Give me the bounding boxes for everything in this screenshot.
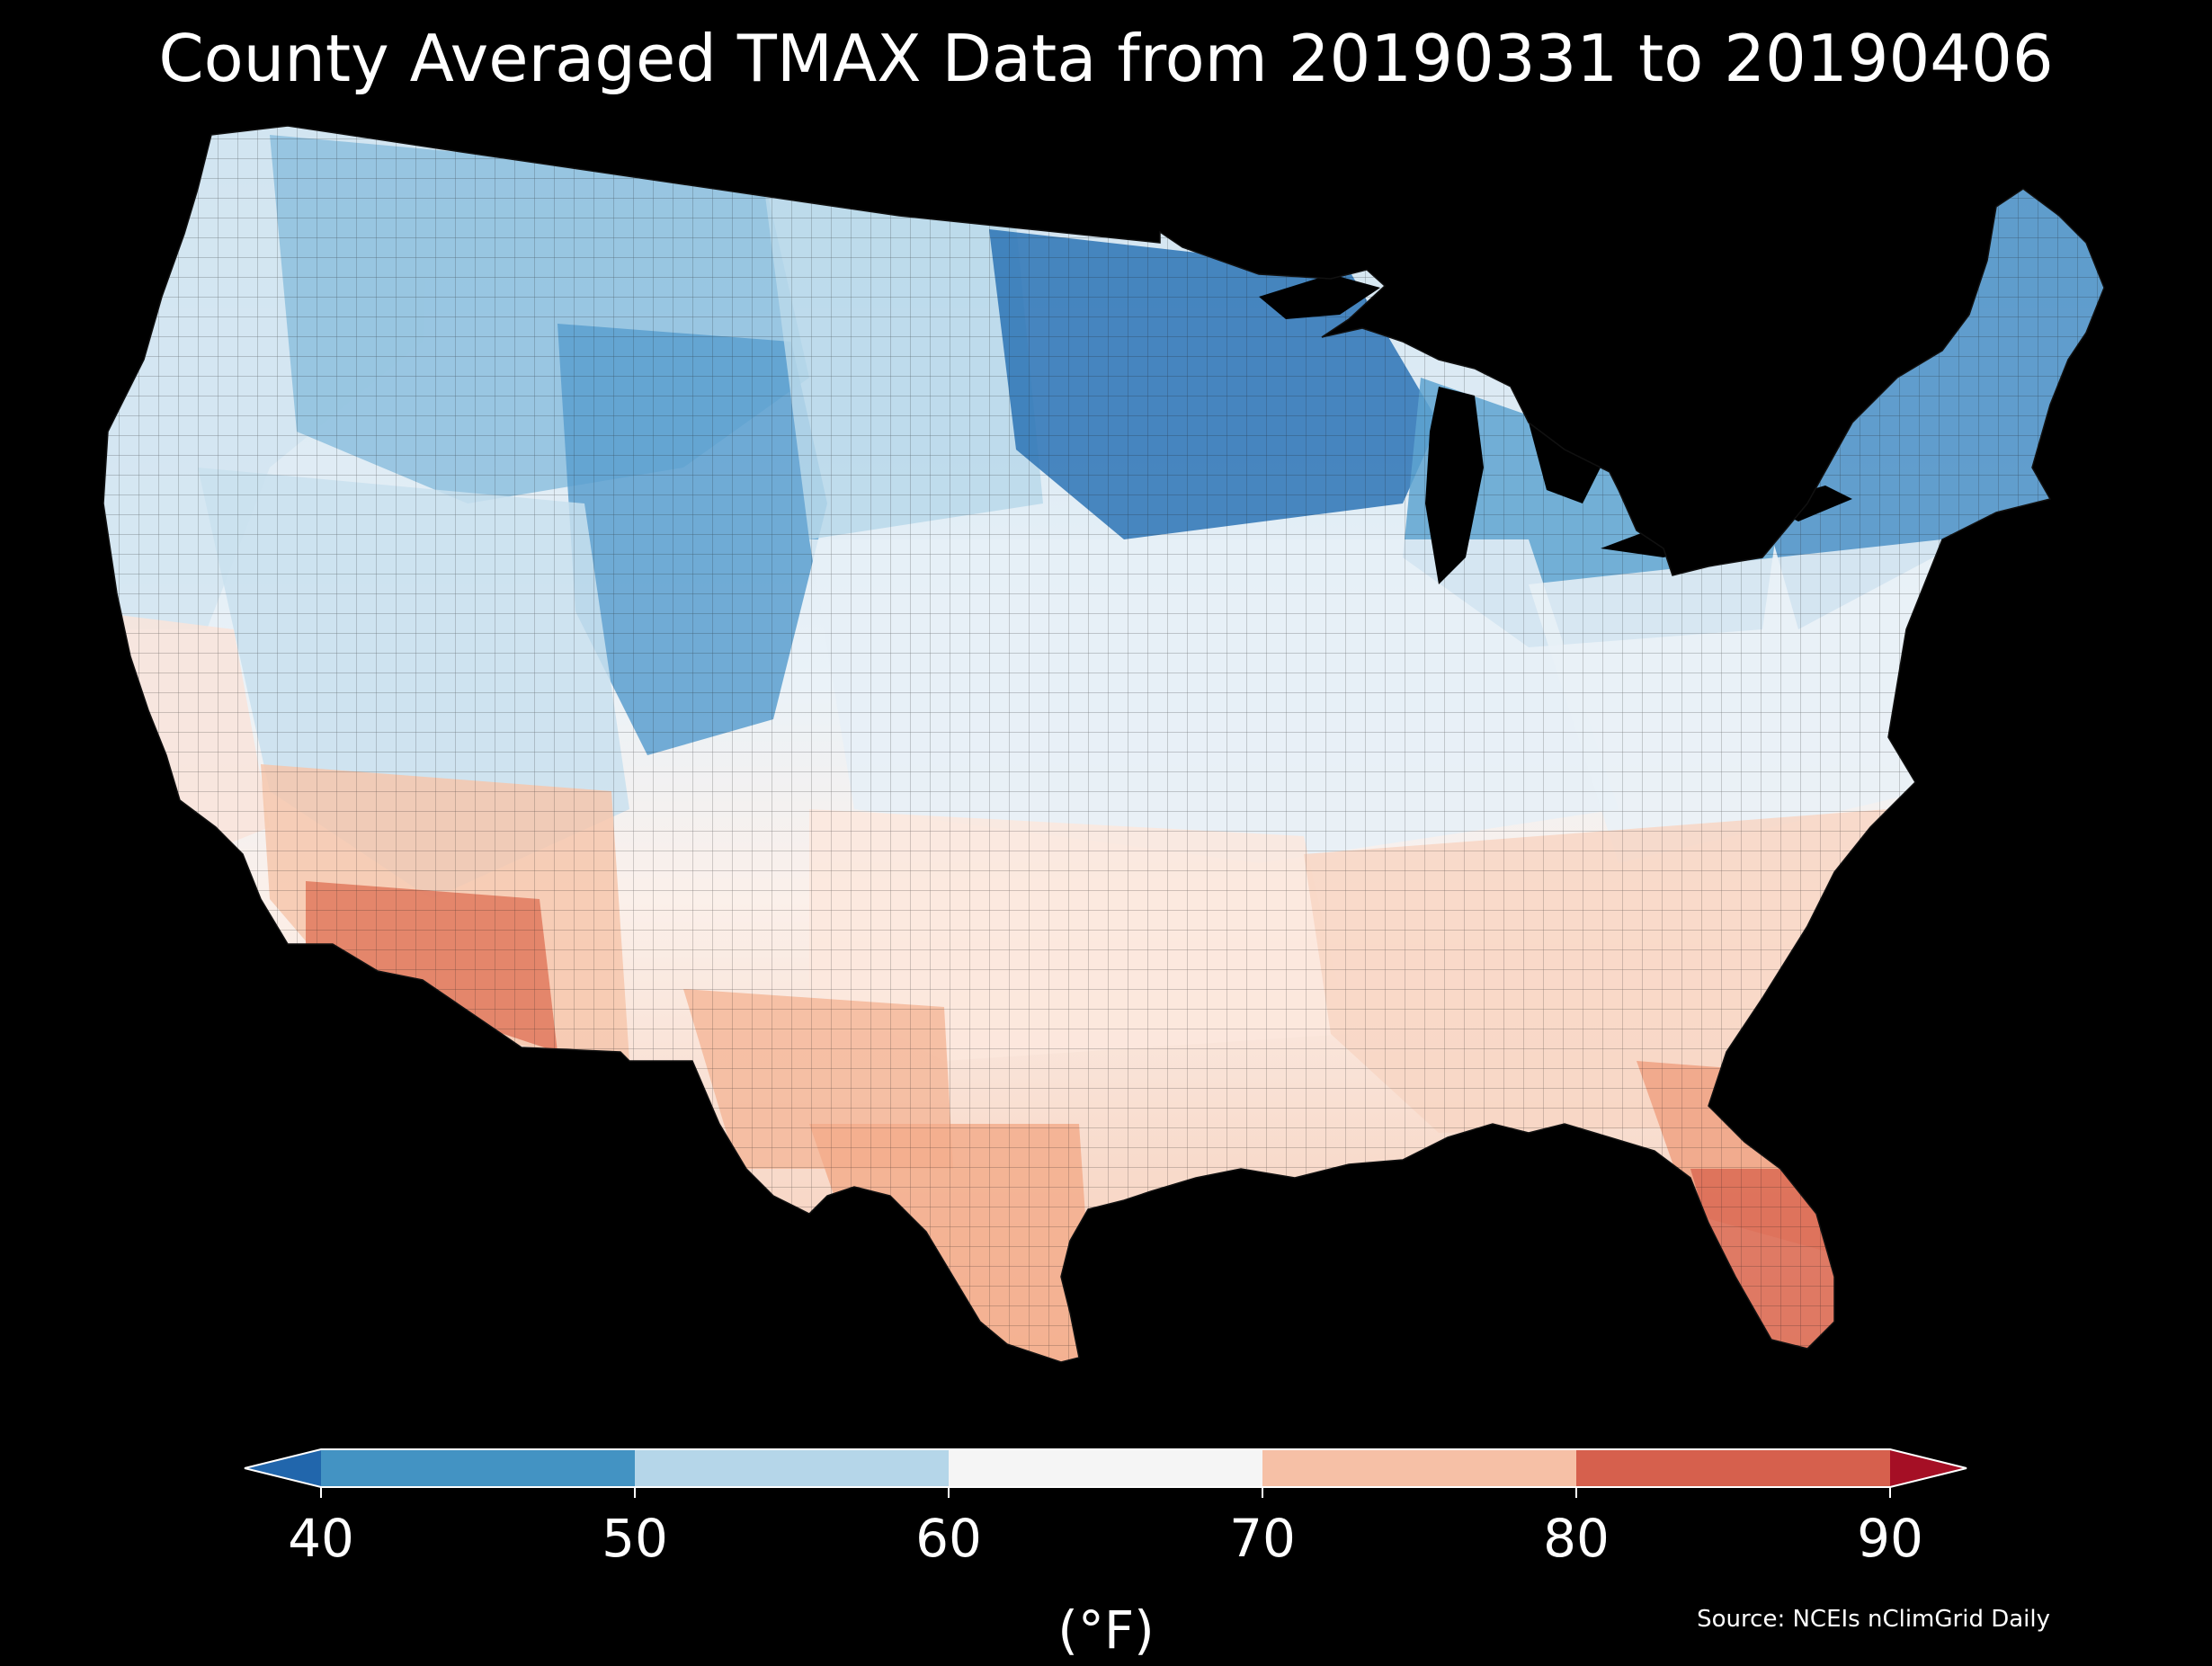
lake-erie <box>1601 508 1762 557</box>
lake-superior <box>1259 274 1380 319</box>
colorbar-tick-label: 70 <box>1229 1508 1296 1569</box>
colorbar-bin-70-80 <box>1262 1449 1576 1487</box>
colorbar-bin-80-90 <box>1576 1449 1890 1487</box>
colorbar-extend-low <box>245 1449 321 1487</box>
colorbar-unit-label: (°F) <box>1057 1599 1155 1661</box>
lake-michigan <box>1425 387 1484 584</box>
colorbar-bin-40-50 <box>321 1449 635 1487</box>
colorbar-tick-label: 60 <box>915 1508 982 1569</box>
colorbar-tick-label: 80 <box>1543 1508 1610 1569</box>
colorbar-tick-marks <box>320 1487 1891 1498</box>
lake-huron <box>1529 423 1601 503</box>
colorbar-bin-50-60 <box>635 1449 949 1487</box>
colorbar-extend-high <box>1890 1449 1967 1487</box>
colorbar-bin-60-70 <box>949 1449 1262 1487</box>
source-credit: Source: NCEIs nClimGrid Daily <box>1697 1606 2050 1633</box>
colorbar-tick-label: 90 <box>1857 1508 1923 1569</box>
colorbar-tick-label: 40 <box>288 1508 354 1569</box>
map-title: County Averaged TMAX Data from 20190331 … <box>158 21 2054 96</box>
colorbar-tick-label: 50 <box>602 1508 668 1569</box>
